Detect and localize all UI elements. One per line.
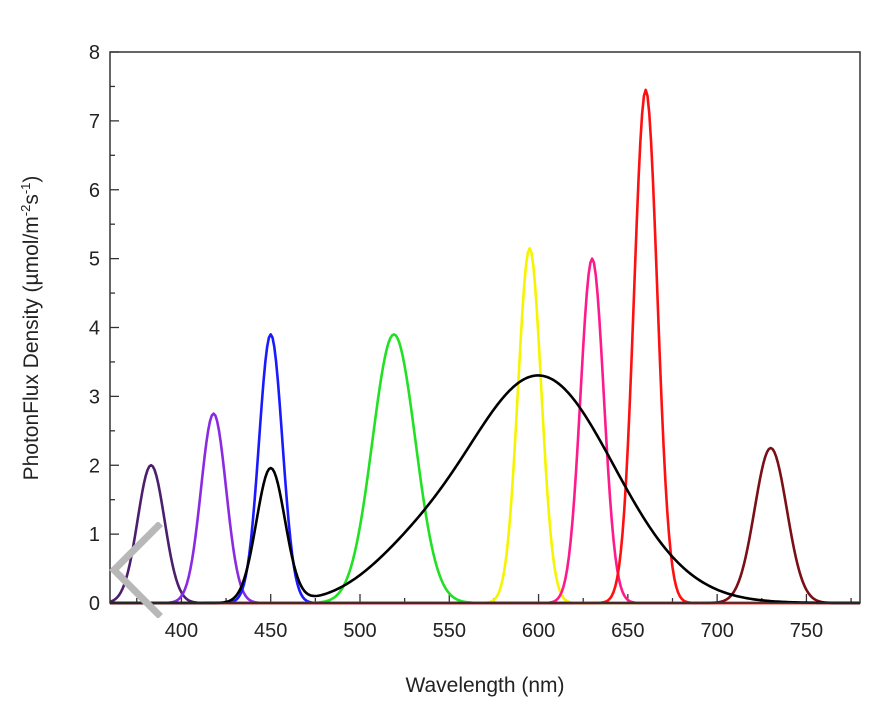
x-tick-label: 500	[343, 620, 376, 642]
chevron-left-icon[interactable]	[104, 522, 168, 618]
series-660-nm-led	[110, 88, 860, 605]
plot-frame	[109, 51, 861, 604]
x-tick-label: 650	[611, 620, 644, 642]
x-tick-label: 750	[790, 620, 823, 642]
x-tick-label: 400	[165, 620, 198, 642]
x-tick-label: 700	[700, 620, 733, 642]
y-tick-label: 7	[89, 111, 100, 133]
series-layer	[109, 88, 861, 605]
y-axis-label: PhotonFlux Density (µmol/m-2s-1)	[18, 176, 43, 481]
series-450-nm-led	[110, 333, 860, 605]
x-axis-label: Wavelength (nm)	[405, 674, 564, 697]
y-tick-label: 5	[89, 249, 100, 271]
series-385-nm-led	[109, 463, 860, 605]
x-tick-label: 550	[433, 620, 466, 642]
y-tick-label: 2	[89, 455, 100, 477]
x-tick-label: 600	[522, 620, 555, 642]
y-tick-label: 0	[89, 593, 100, 615]
y-tick-label: 6	[89, 180, 100, 202]
y-tick-label: 3	[89, 386, 100, 408]
y-tick-label: 8	[89, 42, 100, 64]
series-520-nm-led	[110, 333, 860, 605]
axes-layer: 400 450 500 550 600 650 700 750 0 1 2 3 4 5 6 7 8	[89, 42, 852, 642]
series-730-nm-led	[110, 446, 860, 605]
series-white-led	[110, 374, 861, 605]
series-420-nm-led	[110, 412, 860, 605]
y-tick-label: 4	[89, 318, 100, 340]
x-tick-label: 450	[254, 620, 287, 642]
y-tick-label: 1	[89, 524, 100, 546]
